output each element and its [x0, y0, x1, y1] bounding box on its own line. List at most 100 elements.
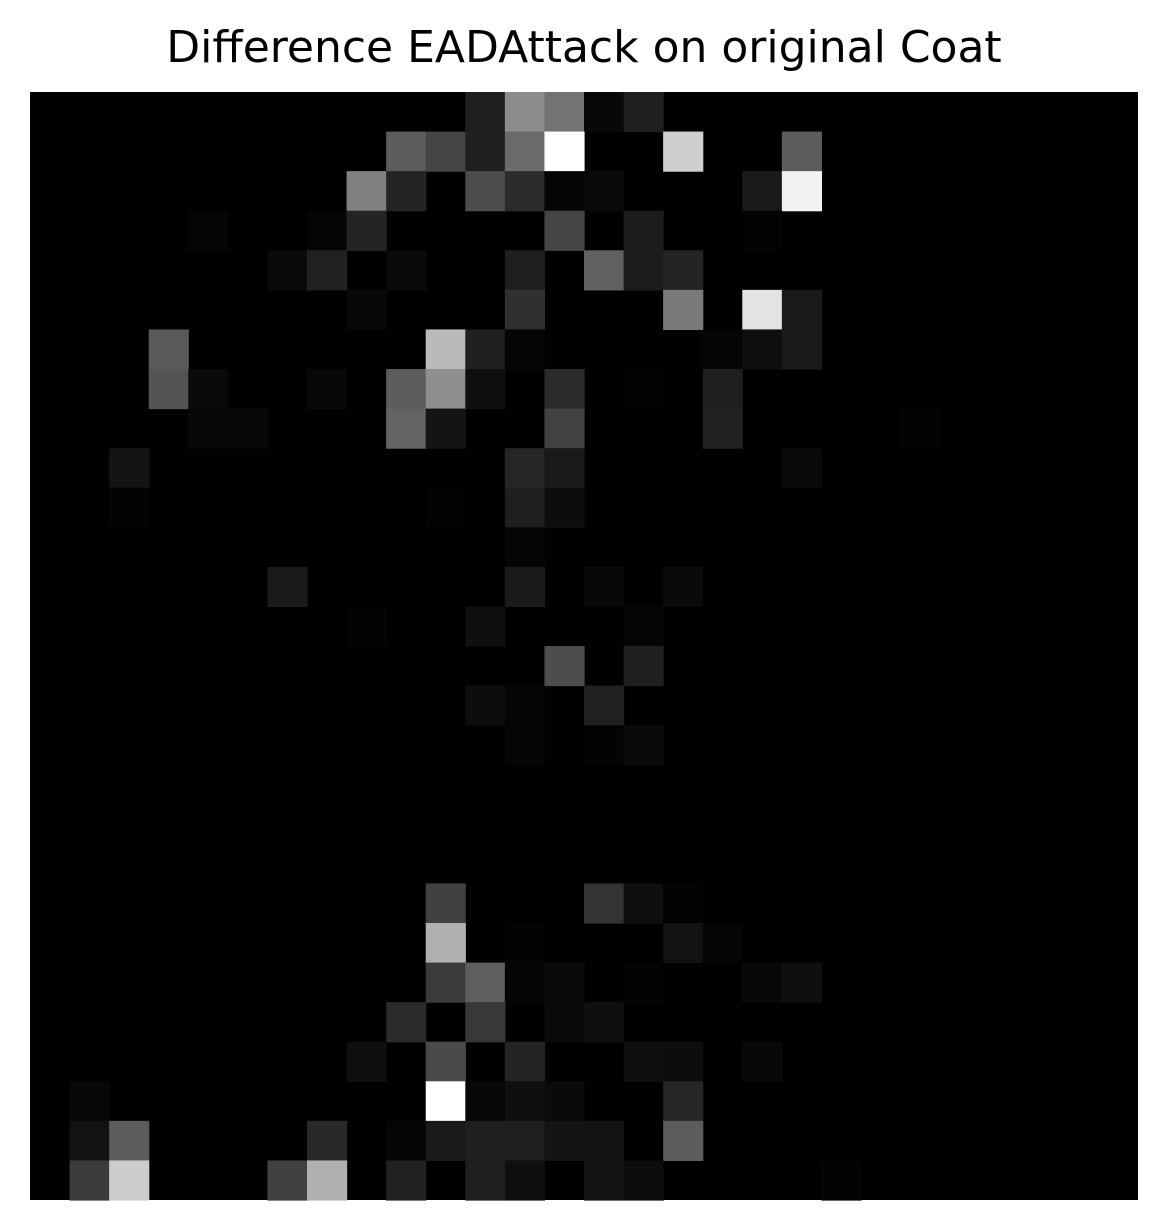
heatmap-cell-r6-c12: [504, 329, 546, 370]
heatmap-cell-r15-c11: [465, 685, 506, 726]
heatmap-cell-r1-c11: [465, 131, 506, 172]
heatmap-cell-r16-c15: [623, 725, 664, 766]
heatmap-cell-r22-c19: [781, 962, 823, 1003]
heatmap-cell-r26-c13: [544, 1120, 585, 1162]
heatmap-cell-r20-c14: [584, 883, 625, 924]
heatmap-cell-r27-c15: [623, 1160, 664, 1201]
heatmap-cell-r7-c3: [148, 369, 189, 410]
heatmap-cell-r4-c16: [663, 250, 704, 291]
heatmap-cell-r24-c18: [742, 1041, 783, 1082]
heatmap-cell-r10-c10: [425, 487, 466, 528]
heatmap-cell-r6-c3: [148, 329, 189, 370]
heatmap-cell-r9-c13: [544, 448, 585, 489]
heatmap-cell-r8-c10: [425, 408, 466, 449]
heatmap-cell-r8-c4: [188, 408, 229, 449]
heatmap-cell-r3-c8: [346, 210, 387, 251]
heatmap-cell-r23-c13: [544, 1002, 585, 1043]
heatmap-cell-r6-c11: [465, 329, 506, 370]
heatmap-cell-r20-c10: [425, 883, 466, 924]
heatmap-cell-r24-c12: [504, 1041, 546, 1082]
heatmap-cell-r27-c11: [465, 1160, 506, 1201]
heatmap-cell-r4-c14: [584, 250, 625, 291]
heatmap-cell-r22-c12: [504, 962, 546, 1003]
heatmap-cell-r24-c16: [663, 1041, 704, 1082]
heatmap-cell-r3-c7: [307, 210, 348, 251]
heatmap-cell-r27-c9: [386, 1160, 427, 1201]
heatmap-cell-r22-c15: [623, 962, 664, 1003]
heatmap-cell-r11-c12: [504, 527, 546, 568]
heatmap-cell-r22-c11: [465, 962, 506, 1003]
heatmap-cell-r0-c14: [584, 92, 625, 133]
heatmap-cell-r27-c14: [584, 1160, 625, 1201]
chart-title: Difference EADAttack on original Coat: [166, 22, 1002, 73]
heatmap-cell-r7-c4: [188, 369, 229, 410]
heatmap-cell-r26-c9: [386, 1120, 427, 1162]
heatmap-cell-r5-c18: [742, 289, 783, 331]
heatmap-cell-r14-c13: [544, 646, 585, 687]
heatmap-cell-r26-c2: [109, 1120, 150, 1162]
heatmap-cell-r21-c10: [425, 923, 466, 964]
heatmap-cell-r1-c10: [425, 131, 466, 172]
heatmap-cell-r13-c8: [346, 606, 387, 647]
heatmap-cell-r21-c16: [663, 923, 704, 964]
heatmap-cell-r4-c7: [307, 250, 348, 291]
heatmap-cell-r26-c14: [584, 1120, 625, 1162]
heatmap-cell-r1-c13: [544, 131, 585, 172]
heatmap-cell-r9-c19: [781, 448, 823, 489]
heatmap-cell-r7-c7: [307, 369, 348, 410]
heatmap-cell-r27-c2: [109, 1160, 150, 1201]
heatmap-cell-r8-c5: [227, 408, 269, 449]
heatmap-cell-r10-c2: [109, 487, 150, 528]
heatmap-cell-r4-c9: [386, 250, 427, 291]
heatmap-cell-r25-c13: [544, 1081, 585, 1122]
heatmap-cell-r4-c6: [267, 250, 308, 291]
heatmap-cell-r16-c12: [504, 725, 546, 766]
heatmap-cell-r27-c7: [307, 1160, 348, 1201]
heatmap-cell-r22-c10: [425, 962, 466, 1003]
heatmap-cell-r3-c13: [544, 210, 585, 251]
heatmap-cell-r5-c16: [663, 289, 704, 331]
heatmap-cell-r2-c8: [346, 171, 387, 212]
heatmap-cell-r20-c15: [623, 883, 664, 924]
heatmap-cell-r23-c9: [386, 1002, 427, 1043]
heatmap-cell-r25-c10: [425, 1081, 466, 1122]
heatmap-cell-r13-c11: [465, 606, 506, 647]
heatmap-cell-r21-c12: [504, 923, 546, 964]
heatmap-cell-r1-c12: [504, 131, 546, 172]
heatmap-cell-r26-c12: [504, 1120, 546, 1162]
heatmap-cell-r6-c18: [742, 329, 783, 370]
heatmap-cell-r6-c17: [702, 329, 743, 370]
heatmap-cell-r6-c19: [781, 329, 823, 370]
heatmap-cell-r1-c19: [781, 131, 823, 172]
heatmap-cell-r10-c12: [504, 487, 546, 528]
heatmap-cell-r2-c13: [544, 171, 585, 212]
heatmap-cell-r8-c9: [386, 408, 427, 449]
heatmap-cell-r4-c15: [623, 250, 664, 291]
heatmap-cell-r5-c12: [504, 289, 546, 331]
heatmap-cell-r2-c9: [386, 171, 427, 212]
heatmap-cell-r24-c15: [623, 1041, 664, 1082]
heatmap-cell-r0-c13: [544, 92, 585, 133]
heatmap-cell-r15-c12: [504, 685, 546, 726]
heatmap-cell-r7-c15: [623, 369, 664, 410]
heatmap-cell-r23-c14: [584, 1002, 625, 1043]
heatmap-cell-r27-c12: [504, 1160, 546, 1201]
heatmap-cell-r27-c20: [821, 1160, 862, 1201]
heatmap-cell-r2-c11: [465, 171, 506, 212]
heatmap-cell-r12-c14: [584, 566, 625, 608]
heatmap-cell-r13-c15: [623, 606, 664, 647]
heatmap-cells: [69, 92, 941, 1201]
heatmap-cell-r7-c9: [386, 369, 427, 410]
heatmap-cell-r26-c1: [69, 1120, 110, 1162]
heatmap-cell-r25-c16: [663, 1081, 704, 1122]
heatmap-cell-r9-c12: [504, 448, 546, 489]
heatmap-cell-r23-c11: [465, 1002, 506, 1043]
heatmap-cell-r6-c10: [425, 329, 466, 370]
heatmap-cell-r8-c13: [544, 408, 585, 449]
heatmap-cell-r7-c11: [465, 369, 506, 410]
heatmap-cell-r7-c17: [702, 369, 743, 410]
heatmap-cell-r8-c17: [702, 408, 743, 449]
heatmap-cell-r25-c12: [504, 1081, 546, 1122]
heatmap-cell-r0-c12: [504, 92, 546, 133]
